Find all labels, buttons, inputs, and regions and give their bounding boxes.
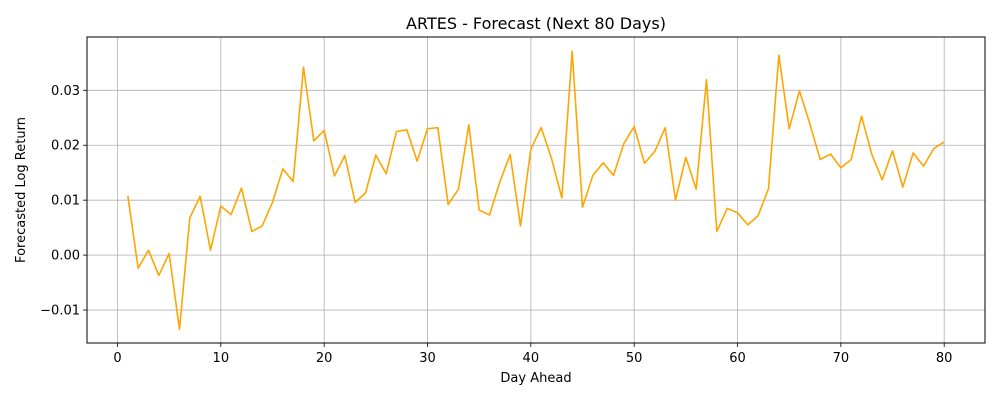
forecast-series-line xyxy=(127,50,945,331)
x-tick-label: 60 xyxy=(729,351,746,366)
y-tick-label: 0.03 xyxy=(51,84,80,99)
y-tick-label: 0.01 xyxy=(51,194,80,209)
x-axis-ticks: 0 10 20 30 40 50 60 70 80 xyxy=(113,343,952,366)
y-tick-label: −0.01 xyxy=(40,304,80,319)
series-layer xyxy=(127,50,945,331)
grid-layer xyxy=(87,37,985,343)
x-tick-label: 80 xyxy=(936,351,953,366)
y-axis-ticks: −0.01 0.00 0.01 0.02 0.03 xyxy=(40,84,87,319)
y-axis-label: Forecasted Log Return xyxy=(14,117,29,263)
x-tick-label: 20 xyxy=(316,351,333,366)
x-tick-label: 40 xyxy=(523,351,540,366)
y-tick-label: 0.02 xyxy=(51,139,80,154)
x-tick-label: 50 xyxy=(626,351,643,366)
x-tick-label: 70 xyxy=(833,351,850,366)
x-tick-label: 0 xyxy=(113,351,121,366)
x-axis-label: Day Ahead xyxy=(500,371,571,386)
chart-title: ARTES - Forecast (Next 80 Days) xyxy=(406,14,666,33)
x-tick-label: 30 xyxy=(419,351,436,366)
x-tick-label: 10 xyxy=(213,351,230,366)
y-tick-label: 0.00 xyxy=(51,249,80,264)
plot-frame xyxy=(86,36,986,344)
